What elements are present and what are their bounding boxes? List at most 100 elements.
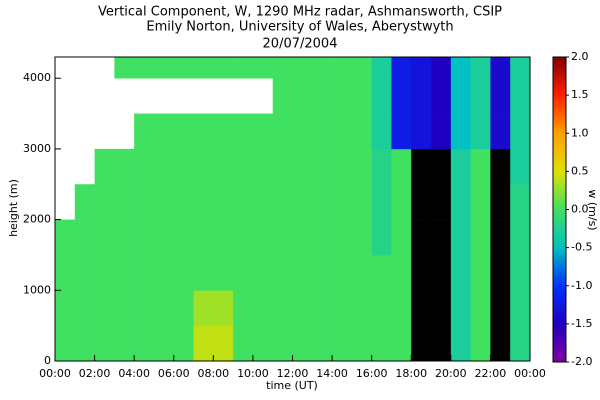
heat-cell [431, 184, 451, 220]
title-line: Vertical Component, W, 1290 MHz radar, A… [98, 5, 502, 20]
heat-cell [312, 57, 332, 79]
x-tick-label: 20:00 [435, 367, 467, 380]
heat-cell [273, 255, 293, 291]
x-tick-label: 18:00 [395, 367, 427, 380]
heat-cell [471, 255, 491, 291]
heat-cell [471, 220, 491, 256]
heat-cell [55, 290, 75, 326]
heat-cell [411, 184, 431, 220]
heat-cell [411, 255, 431, 291]
heat-cell [194, 220, 214, 256]
heat-cell [332, 114, 352, 150]
heat-cell [510, 290, 530, 326]
heat-cell [233, 149, 253, 185]
heat-cell [114, 290, 134, 326]
heat-cell [253, 220, 273, 256]
heat-cell [293, 290, 313, 326]
heat-cell [411, 114, 431, 150]
heat-cell [154, 149, 174, 185]
y-tick-label: 2000 [23, 213, 51, 226]
heat-cell [431, 57, 451, 79]
heat-cell [510, 220, 530, 256]
heat-cell [273, 220, 293, 256]
heat-cell [174, 290, 194, 326]
heat-cell [194, 57, 214, 79]
heat-cell [451, 255, 471, 291]
heat-cell [253, 184, 273, 220]
heat-cell [372, 57, 392, 79]
heat-cell [490, 57, 510, 79]
y-tick-label: 3000 [23, 142, 51, 155]
heat-cell [75, 326, 95, 362]
heat-cell [213, 290, 233, 326]
heat-cell [174, 220, 194, 256]
heat-cell [312, 326, 332, 362]
heat-cell [391, 290, 411, 326]
heat-cell [114, 57, 134, 79]
heat-cell [471, 149, 491, 185]
heat-cell [114, 220, 134, 256]
heat-cell [490, 326, 510, 362]
heat-cell [253, 149, 273, 185]
heat-cell [134, 184, 154, 220]
colorbar [553, 57, 566, 362]
heat-cell [332, 57, 352, 79]
heat-cell [332, 255, 352, 291]
x-tick-label: 08:00 [197, 367, 229, 380]
y-tick-label: 0 [44, 354, 51, 367]
heat-cell [95, 290, 115, 326]
heat-cell [510, 57, 530, 79]
heat-cell [174, 184, 194, 220]
heat-cell [411, 220, 431, 256]
heat-cell [510, 326, 530, 362]
heat-cell [471, 326, 491, 362]
heat-cell [352, 220, 372, 256]
heat-cell [312, 255, 332, 291]
heat-cell [391, 57, 411, 79]
heat-cell [293, 57, 313, 79]
heat-cell [372, 290, 392, 326]
heat-cell [411, 326, 431, 362]
heat-cell [293, 184, 313, 220]
heat-cell [213, 220, 233, 256]
heat-cell [154, 184, 174, 220]
heat-cell [273, 57, 293, 79]
colorbar-tick-label: 1.5 [571, 88, 589, 101]
heat-cell [431, 255, 451, 291]
heat-cell [55, 326, 75, 362]
heat-cell [154, 326, 174, 362]
heat-cell [213, 57, 233, 79]
heat-cell [471, 184, 491, 220]
heat-cell [391, 78, 411, 114]
heat-cell [154, 255, 174, 291]
heat-cell [194, 255, 214, 291]
colorbar-tick-label: 0.0 [571, 203, 589, 216]
heat-cell [490, 78, 510, 114]
heat-cell [273, 114, 293, 150]
heat-cell [233, 220, 253, 256]
heat-cell [134, 255, 154, 291]
heat-cell [95, 255, 115, 291]
heat-cell [411, 149, 431, 185]
heat-cell [312, 184, 332, 220]
heat-cell [332, 220, 352, 256]
heat-cell [490, 184, 510, 220]
x-tick-label: 00:00 [514, 367, 546, 380]
heat-cell [352, 149, 372, 185]
heat-cell [273, 290, 293, 326]
heat-cell [391, 149, 411, 185]
heat-cell [352, 57, 372, 79]
heat-cell [95, 149, 115, 185]
heat-cell [273, 78, 293, 114]
title-line: Emily Norton, University of Wales, Abery… [146, 20, 453, 35]
x-tick-label: 04:00 [118, 367, 150, 380]
heat-cell [391, 326, 411, 362]
x-tick-label: 14:00 [316, 367, 348, 380]
heat-cell [293, 326, 313, 362]
heat-cell [312, 220, 332, 256]
heat-cell [312, 149, 332, 185]
heat-cell [253, 114, 273, 150]
heat-cell [134, 290, 154, 326]
heat-cell [372, 114, 392, 150]
